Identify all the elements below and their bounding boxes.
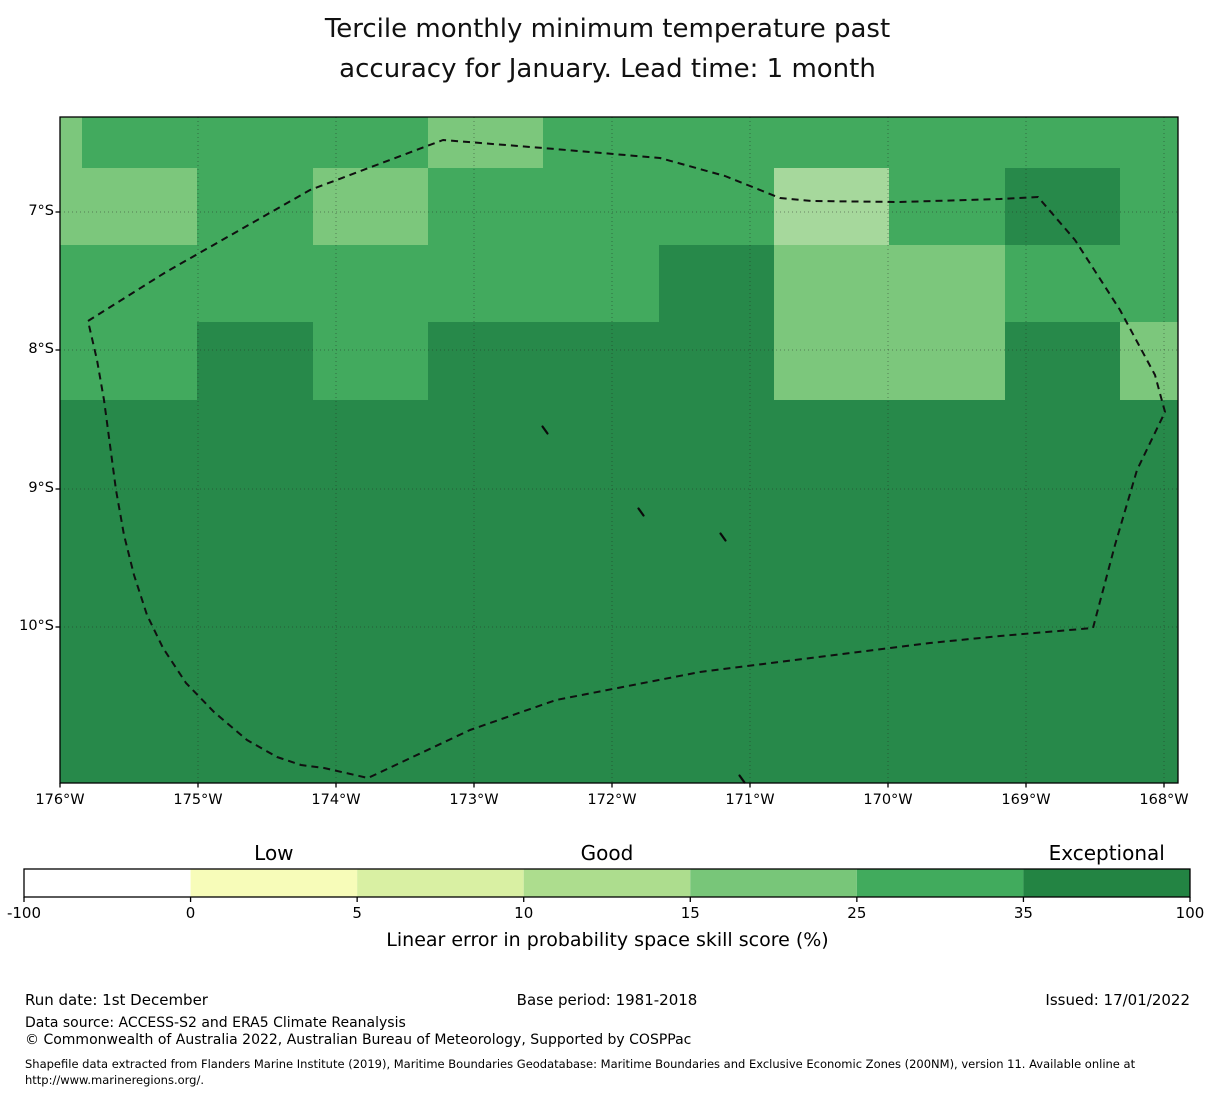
raster-cell [1005,245,1120,322]
island-mark [738,774,746,784]
raster-cell [313,117,428,168]
map-plot [23,116,1191,902]
colorbar-class-label: Good [580,841,634,865]
colorbar-tick-label: -100 [6,904,42,922]
colorbar-segment [690,869,857,897]
colorbar-frame [23,868,1191,898]
x-tick-label: 169°W [1001,792,1051,808]
raster-cell [428,245,543,322]
raster-cell [659,168,774,245]
x-tick-label: 168°W [1139,792,1189,808]
colorbar-tick-label: 10 [514,904,534,922]
raster-cell [60,117,82,168]
y-tick-label: 10°S [19,618,54,634]
colorbar-tick-label: 100 [1175,904,1205,922]
raster-cell [659,117,774,168]
y-tick-label: 8°S [28,341,54,357]
raster-cell [82,168,197,245]
raster-cell [889,168,1005,245]
base-period-text: Base period: 1981-2018 [516,991,698,1009]
y-tick-label: 7°S [28,203,54,219]
colorbar-segment [523,869,691,897]
island-mark [637,507,645,517]
issued-date-text: Issued: 17/01/2022 [1045,991,1190,1009]
raster-cell [774,245,889,322]
colorbar-caption: Linear error in probability space skill … [386,929,829,951]
raster-cell [197,117,313,168]
colorbar-segment [190,869,358,897]
raster-cell [313,168,428,245]
raster-cell [1120,117,1178,168]
raster-cell [197,168,313,245]
colorbar-tick-label: 25 [847,904,867,922]
raster-cell [1005,117,1120,168]
raster-cell [774,322,889,400]
x-tick-label: 175°W [173,792,223,808]
raster-cell [1120,168,1178,245]
colorbar-tick-label: 0 [185,904,196,922]
raster-cell [313,322,428,400]
colorbar-tick-label: 35 [1013,904,1033,922]
island-mark [719,532,727,542]
raster-cell [60,168,82,245]
colorbar-class-label: Exceptional [1048,841,1165,865]
x-tick-label: 171°W [725,792,775,808]
raster-cell [889,245,1005,322]
x-tick-label: 174°W [311,792,361,808]
raster-cell [60,322,82,400]
y-tick-label: 9°S [28,480,54,496]
raster-cell [313,245,428,322]
colorbar-tick-label: 15 [680,904,700,922]
x-tick-label: 173°W [449,792,499,808]
colorbar-segment [357,869,524,897]
colorbar-tick-label: 5 [352,904,362,922]
colorbar-segment [1023,869,1190,897]
raster-cell [543,245,659,322]
x-tick-label: 172°W [587,792,637,808]
x-tick-label: 176°W [35,792,85,808]
island-mark [541,425,549,435]
raster-cell [1120,245,1178,322]
raster-cell [889,322,1005,400]
raster-cell [428,168,543,245]
colorbar-segment [856,869,1024,897]
raster-cell [889,117,1005,168]
chart-title: Tercile monthly minimum temperature past… [0,9,1215,89]
raster-cell [82,117,197,168]
raster-cell [543,117,659,168]
raster-cell [774,168,889,245]
eez-boundary-line [87,139,1166,779]
colorbar-class-label: Low [254,841,294,865]
x-tick-label: 170°W [863,792,913,808]
raster-cell [82,322,197,400]
raster-cell [197,245,313,322]
data-source-text: Data source: ACCESS-S2 and ERA5 Climate … [25,1015,406,1031]
chart-title-line2: accuracy for January. Lead time: 1 month [339,54,876,84]
shapefile-note-text: Shapefile data extracted from Flanders M… [25,1057,1136,1087]
raster-cell [1120,322,1178,400]
raster-cell [60,245,82,322]
raster-cell [543,168,659,245]
map-frame [59,116,1179,784]
raster-cell [774,117,889,168]
raster-cell [428,117,543,168]
chart-title-line1: Tercile monthly minimum temperature past [324,14,891,44]
colorbar-segment [24,869,191,897]
raster-cell [82,245,197,322]
copyright-text: © Commonwealth of Australia 2022, Austra… [25,1032,692,1048]
run-date-text: Run date: 1st December [25,991,208,1009]
